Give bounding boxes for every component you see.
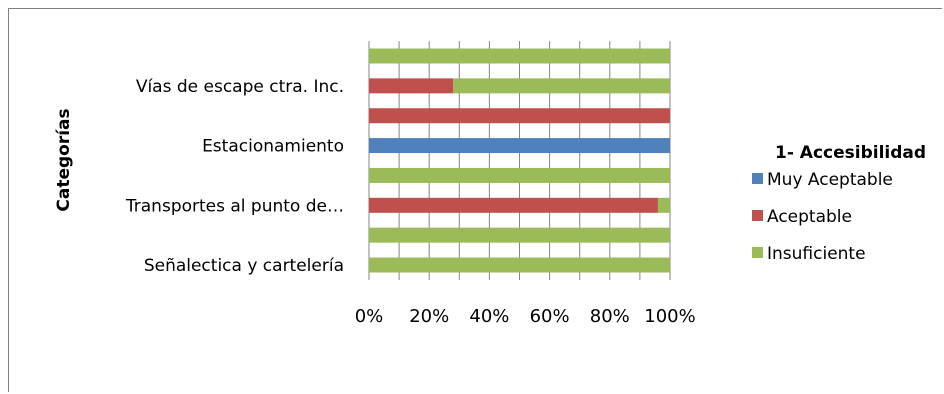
x-tick-label: 80% — [590, 306, 630, 327]
category-label: Estacionamiento — [202, 137, 344, 157]
legend-entry: Muy Aceptable — [767, 170, 893, 190]
x-tick-label: 60% — [530, 306, 570, 327]
bar-segment — [369, 138, 670, 154]
bar-segment — [369, 227, 670, 243]
bar-segment — [369, 167, 670, 183]
legend: Muy Aceptable Aceptable Insuficiente — [752, 170, 893, 264]
x-tick-label: 20% — [409, 306, 449, 327]
y-axis-label: Categorías — [54, 108, 74, 211]
legend-swatch — [752, 173, 763, 184]
bar-segment — [369, 48, 670, 64]
x-tick-label: 100% — [644, 306, 695, 327]
category-label: Transportes al punto de… — [125, 196, 344, 216]
legend-title: 1- Accesibilidad — [775, 143, 926, 163]
legend-entry: Insuficiente — [767, 244, 866, 264]
bar-segment — [369, 108, 670, 124]
bar-segment — [453, 78, 670, 94]
bar-segment — [369, 257, 670, 273]
bar-segment — [369, 78, 454, 94]
category-label: Señalectica y cartelería — [144, 256, 344, 276]
legend-entry: Aceptable — [767, 207, 852, 227]
x-tick-label: 0% — [355, 306, 384, 327]
legend-swatch — [752, 210, 763, 221]
category-label: Vías de escape ctra. Inc. — [136, 77, 344, 97]
legend-swatch — [752, 247, 763, 258]
gridlines — [368, 41, 671, 280]
chart-area — [8, 8, 942, 392]
x-tick-labels: 0% 20% 40% 60% 80% 100% — [355, 306, 696, 327]
bars — [369, 48, 670, 273]
category-labels: Vías de escape ctra. Inc. Estacionamiento… — [125, 77, 344, 276]
bar-segment — [657, 197, 670, 213]
x-tick-label: 40% — [469, 306, 509, 327]
bar-segment — [369, 197, 658, 213]
